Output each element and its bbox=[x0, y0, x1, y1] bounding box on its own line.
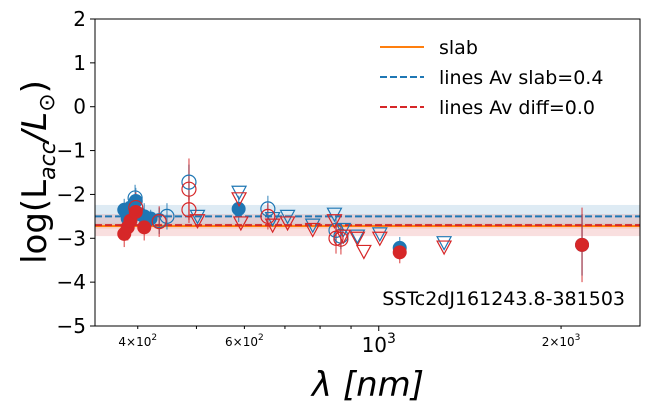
reference-bands bbox=[95, 204, 640, 237]
data-point bbox=[127, 190, 143, 206]
x-minor-tick-exponent: 3 bbox=[575, 333, 581, 343]
y-tick-label: −3 bbox=[57, 226, 86, 250]
upper-limit-marker bbox=[304, 222, 321, 238]
y-tick-label: −5 bbox=[57, 314, 86, 338]
data-point bbox=[128, 204, 143, 219]
data-point bbox=[328, 230, 344, 246]
legend-label: slab bbox=[439, 37, 478, 59]
legend-label: lines Av slab=0.4 bbox=[439, 67, 603, 89]
y-label-sub: acc bbox=[36, 142, 61, 180]
x-major-tick-exponent: 3 bbox=[387, 331, 396, 347]
legend-label: lines Av diff=0.0 bbox=[439, 97, 595, 119]
upper-limit-marker bbox=[335, 229, 352, 245]
x-minor-tick-exponent: 2 bbox=[151, 333, 157, 343]
data-markers bbox=[117, 174, 590, 260]
x-minor-tick-times: ×10 bbox=[549, 335, 574, 349]
data-point bbox=[128, 199, 144, 216]
y-label-mid: /L bbox=[15, 112, 55, 145]
upper-limit-marker bbox=[264, 218, 281, 234]
x-minor-tick-mantissa: 4 bbox=[118, 335, 126, 349]
data-point bbox=[151, 214, 167, 230]
x-major-tick-base: 10 bbox=[362, 333, 387, 357]
upper-limit-marker bbox=[349, 231, 366, 247]
y-tick-label: −1 bbox=[57, 139, 86, 163]
y-label-prefix: log(L bbox=[15, 180, 55, 264]
data-point bbox=[392, 245, 407, 260]
upper-limit-marker bbox=[189, 214, 206, 230]
y-tick-label: 2 bbox=[73, 7, 86, 31]
data-point bbox=[181, 181, 197, 197]
data-point bbox=[333, 231, 349, 247]
upper-limit-marker bbox=[349, 229, 366, 245]
plot-frame bbox=[94, 18, 641, 327]
y-label-suffix: ) bbox=[15, 80, 55, 93]
upper-limit-marker bbox=[232, 216, 249, 232]
data-point bbox=[181, 202, 197, 218]
data-point bbox=[137, 220, 152, 235]
data-point bbox=[575, 237, 590, 252]
y-axis: 2 1 0 −1 −2 −3 −4 −5 bbox=[57, 7, 95, 338]
upper-limit-marker bbox=[371, 231, 388, 247]
upper-limit-marker bbox=[436, 240, 453, 256]
x-minor-tick-label: 6×102 bbox=[225, 333, 264, 349]
upper-limit-marker bbox=[279, 216, 296, 232]
upper-limit-marker bbox=[189, 209, 206, 225]
y-tick-label: −4 bbox=[57, 270, 86, 294]
x-minor-tick-label: 2×103 bbox=[542, 333, 581, 349]
y-tick-label: 0 bbox=[73, 95, 86, 119]
y-axis-label: log(Lacc/L⊙) bbox=[15, 80, 61, 264]
x-minor-tick-times: ×10 bbox=[233, 335, 258, 349]
x-minor-tick-mantissa: 2 bbox=[542, 335, 550, 349]
y-tick-label: 1 bbox=[73, 51, 86, 75]
x-minor-tick-label: 4×102 bbox=[118, 333, 157, 349]
legend: slab lines Av slab=0.4 lines Av diff=0.0 bbox=[380, 37, 603, 119]
upper-limit-marker bbox=[436, 236, 453, 251]
x-minor-tick-times: ×10 bbox=[126, 335, 151, 349]
x-minor-tick-exponent: 2 bbox=[258, 333, 264, 343]
upper-limit-marker bbox=[304, 218, 321, 234]
upper-limit-marker bbox=[371, 227, 388, 243]
object-name-annotation: SSTc2dJ161243.8-381503 bbox=[382, 288, 625, 310]
x-major-tick-label: 103 bbox=[362, 331, 396, 357]
y-tick-label: −2 bbox=[57, 182, 86, 206]
upper-limit-marker bbox=[326, 214, 343, 230]
data-point bbox=[231, 201, 246, 216]
data-point bbox=[181, 174, 197, 190]
y-label-sun: ⊙ bbox=[35, 93, 60, 111]
x-minor-tick-mantissa: 6 bbox=[225, 335, 233, 349]
x-axis-label: λ [nm] bbox=[310, 365, 424, 405]
data-point bbox=[159, 208, 175, 224]
upper-limit-marker bbox=[231, 192, 248, 208]
upper-limit-marker bbox=[355, 244, 372, 260]
